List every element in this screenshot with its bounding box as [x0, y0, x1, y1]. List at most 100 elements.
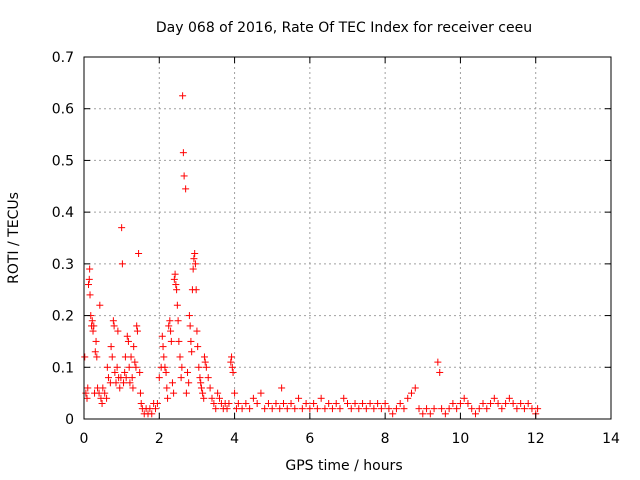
- data-point: [419, 410, 427, 418]
- data-point: [173, 301, 181, 309]
- data-point: [411, 384, 419, 392]
- y-tick-label: 0.7: [52, 50, 74, 66]
- data-point: [89, 327, 97, 335]
- data-point: [200, 394, 208, 402]
- data-point: [534, 405, 542, 413]
- data-point: [426, 410, 434, 418]
- data-point: [85, 281, 93, 289]
- data-point: [524, 399, 532, 407]
- data-point: [362, 405, 370, 413]
- data-point: [190, 255, 198, 263]
- data-point: [204, 374, 212, 382]
- data-point: [118, 224, 126, 232]
- data-point: [298, 405, 306, 413]
- data-point: [344, 399, 351, 407]
- x-tick-label: 4: [230, 431, 239, 447]
- data-point: [96, 301, 104, 309]
- data-point: [471, 410, 479, 418]
- data-point: [246, 405, 254, 413]
- data-point: [208, 394, 216, 402]
- data-point: [166, 317, 174, 325]
- data-point: [176, 353, 184, 361]
- data-point: [128, 374, 136, 382]
- data-point: [173, 286, 181, 294]
- data-point: [182, 389, 190, 397]
- data-point: [193, 327, 201, 335]
- data-point: [113, 363, 121, 371]
- data-point: [197, 384, 205, 392]
- data-point: [189, 265, 197, 273]
- data-point: [328, 405, 336, 413]
- y-axis-label: ROTI / TECUs: [6, 192, 22, 284]
- y-tick-label: 0: [65, 412, 74, 428]
- data-point: [216, 394, 224, 402]
- data-point: [93, 353, 101, 361]
- x-tick-label: 0: [80, 431, 89, 447]
- data-point: [268, 405, 276, 413]
- data-point: [441, 410, 449, 418]
- data-point: [321, 405, 329, 413]
- data-point: [123, 332, 131, 340]
- data-point: [120, 379, 128, 387]
- data-point: [223, 405, 231, 413]
- data-point: [347, 405, 355, 413]
- data-point: [214, 389, 222, 397]
- data-point: [163, 384, 171, 392]
- data-point: [385, 405, 393, 413]
- data-point: [109, 317, 117, 325]
- data-point: [228, 353, 236, 361]
- data-point: [107, 343, 115, 351]
- data-point: [287, 399, 295, 407]
- x-tick-label: 14: [602, 431, 620, 447]
- data-point: [415, 405, 423, 413]
- data-point: [153, 399, 161, 407]
- data-point: [276, 405, 284, 413]
- data-point: [167, 327, 175, 335]
- data-point: [212, 405, 220, 413]
- data-point: [295, 394, 303, 402]
- data-point: [114, 327, 122, 335]
- data-point: [423, 405, 431, 413]
- data-point: [127, 353, 135, 361]
- data-point: [272, 399, 280, 407]
- x-tick-label: 10: [452, 431, 470, 447]
- data-point: [182, 185, 190, 193]
- plot-frame: [83, 56, 612, 420]
- data-point: [130, 343, 138, 351]
- y-tick-label: 0.4: [52, 205, 74, 221]
- data-point: [165, 322, 173, 330]
- data-point: [160, 353, 168, 361]
- data-point: [126, 379, 134, 387]
- data-point: [400, 405, 408, 413]
- data-point: [136, 389, 144, 397]
- data-point: [249, 394, 257, 402]
- x-tick-label: 12: [527, 431, 545, 447]
- data-point: [225, 399, 233, 407]
- data-point: [227, 358, 235, 366]
- data-point: [404, 394, 412, 402]
- data-point: [317, 394, 325, 402]
- data-points: [81, 92, 542, 418]
- data-point: [103, 363, 111, 371]
- data-point: [164, 394, 172, 402]
- data-point: [111, 368, 119, 376]
- data-point: [253, 399, 261, 407]
- data-point: [200, 353, 208, 361]
- data-point: [86, 265, 94, 273]
- data-point: [103, 394, 111, 402]
- data-point: [185, 379, 193, 387]
- data-point: [381, 399, 389, 407]
- data-point: [407, 389, 415, 397]
- data-point: [210, 399, 218, 407]
- data-point: [228, 363, 236, 371]
- data-point: [86, 291, 94, 299]
- data-point: [355, 405, 363, 413]
- data-point: [136, 368, 144, 376]
- data-point: [167, 337, 175, 345]
- data-point: [351, 399, 359, 407]
- data-point: [135, 250, 143, 258]
- data-point: [108, 353, 116, 361]
- data-point: [174, 317, 182, 325]
- data-point: [261, 405, 269, 413]
